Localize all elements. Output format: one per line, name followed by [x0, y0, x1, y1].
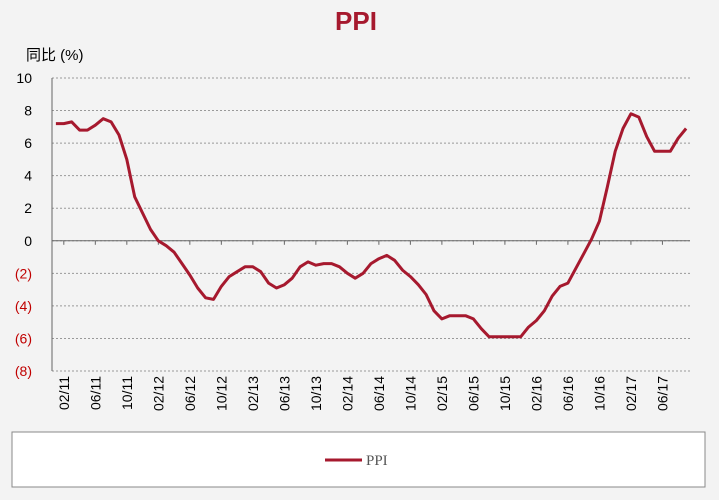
- x-tick-label: 06/12: [182, 376, 198, 411]
- x-tick-label: 02/13: [245, 376, 261, 411]
- y-tick-label: 10: [16, 70, 32, 86]
- x-tick-label: 06/16: [560, 376, 576, 411]
- x-tick-label: 02/14: [339, 376, 355, 411]
- y-tick-label: (4): [15, 298, 32, 314]
- x-tick-label: 10/12: [213, 376, 229, 411]
- x-tick-label: 02/11: [56, 376, 72, 410]
- y-tick-label: 6: [24, 135, 32, 151]
- y-tick-label: 2: [24, 200, 32, 216]
- x-tick-label: 10/14: [402, 376, 418, 411]
- y-tick-label: (2): [15, 265, 32, 281]
- x-tick-label: 10/11: [119, 376, 135, 410]
- y-tick-label: 4: [24, 168, 32, 184]
- x-tick-label: 02/15: [434, 376, 450, 411]
- line-series: [55, 112, 688, 339]
- legend-label: PPI: [366, 453, 388, 469]
- chart-title: PPI: [335, 6, 377, 36]
- x-tick-label: 02/16: [528, 376, 544, 411]
- y-tick-label: (6): [15, 330, 32, 346]
- y-tick-label: (8): [15, 363, 32, 379]
- x-tick-label: 10/15: [497, 376, 513, 411]
- x-tick-label: 10/13: [308, 376, 324, 411]
- y-axis-label: 同比 (%): [26, 47, 84, 64]
- x-tick-label: 06/17: [654, 376, 670, 411]
- x-tick-label: 06/13: [276, 376, 292, 411]
- y-tick-label: 8: [24, 103, 32, 119]
- x-tick-label: 10/16: [591, 376, 607, 411]
- x-tick-label: 06/11: [87, 376, 103, 410]
- x-tick-label: 02/17: [623, 376, 639, 411]
- y-tick-label: 0: [24, 233, 32, 249]
- x-tick-label: 02/12: [150, 376, 166, 411]
- x-tick-label: 06/15: [465, 376, 481, 411]
- x-tick-label: 06/14: [371, 376, 387, 411]
